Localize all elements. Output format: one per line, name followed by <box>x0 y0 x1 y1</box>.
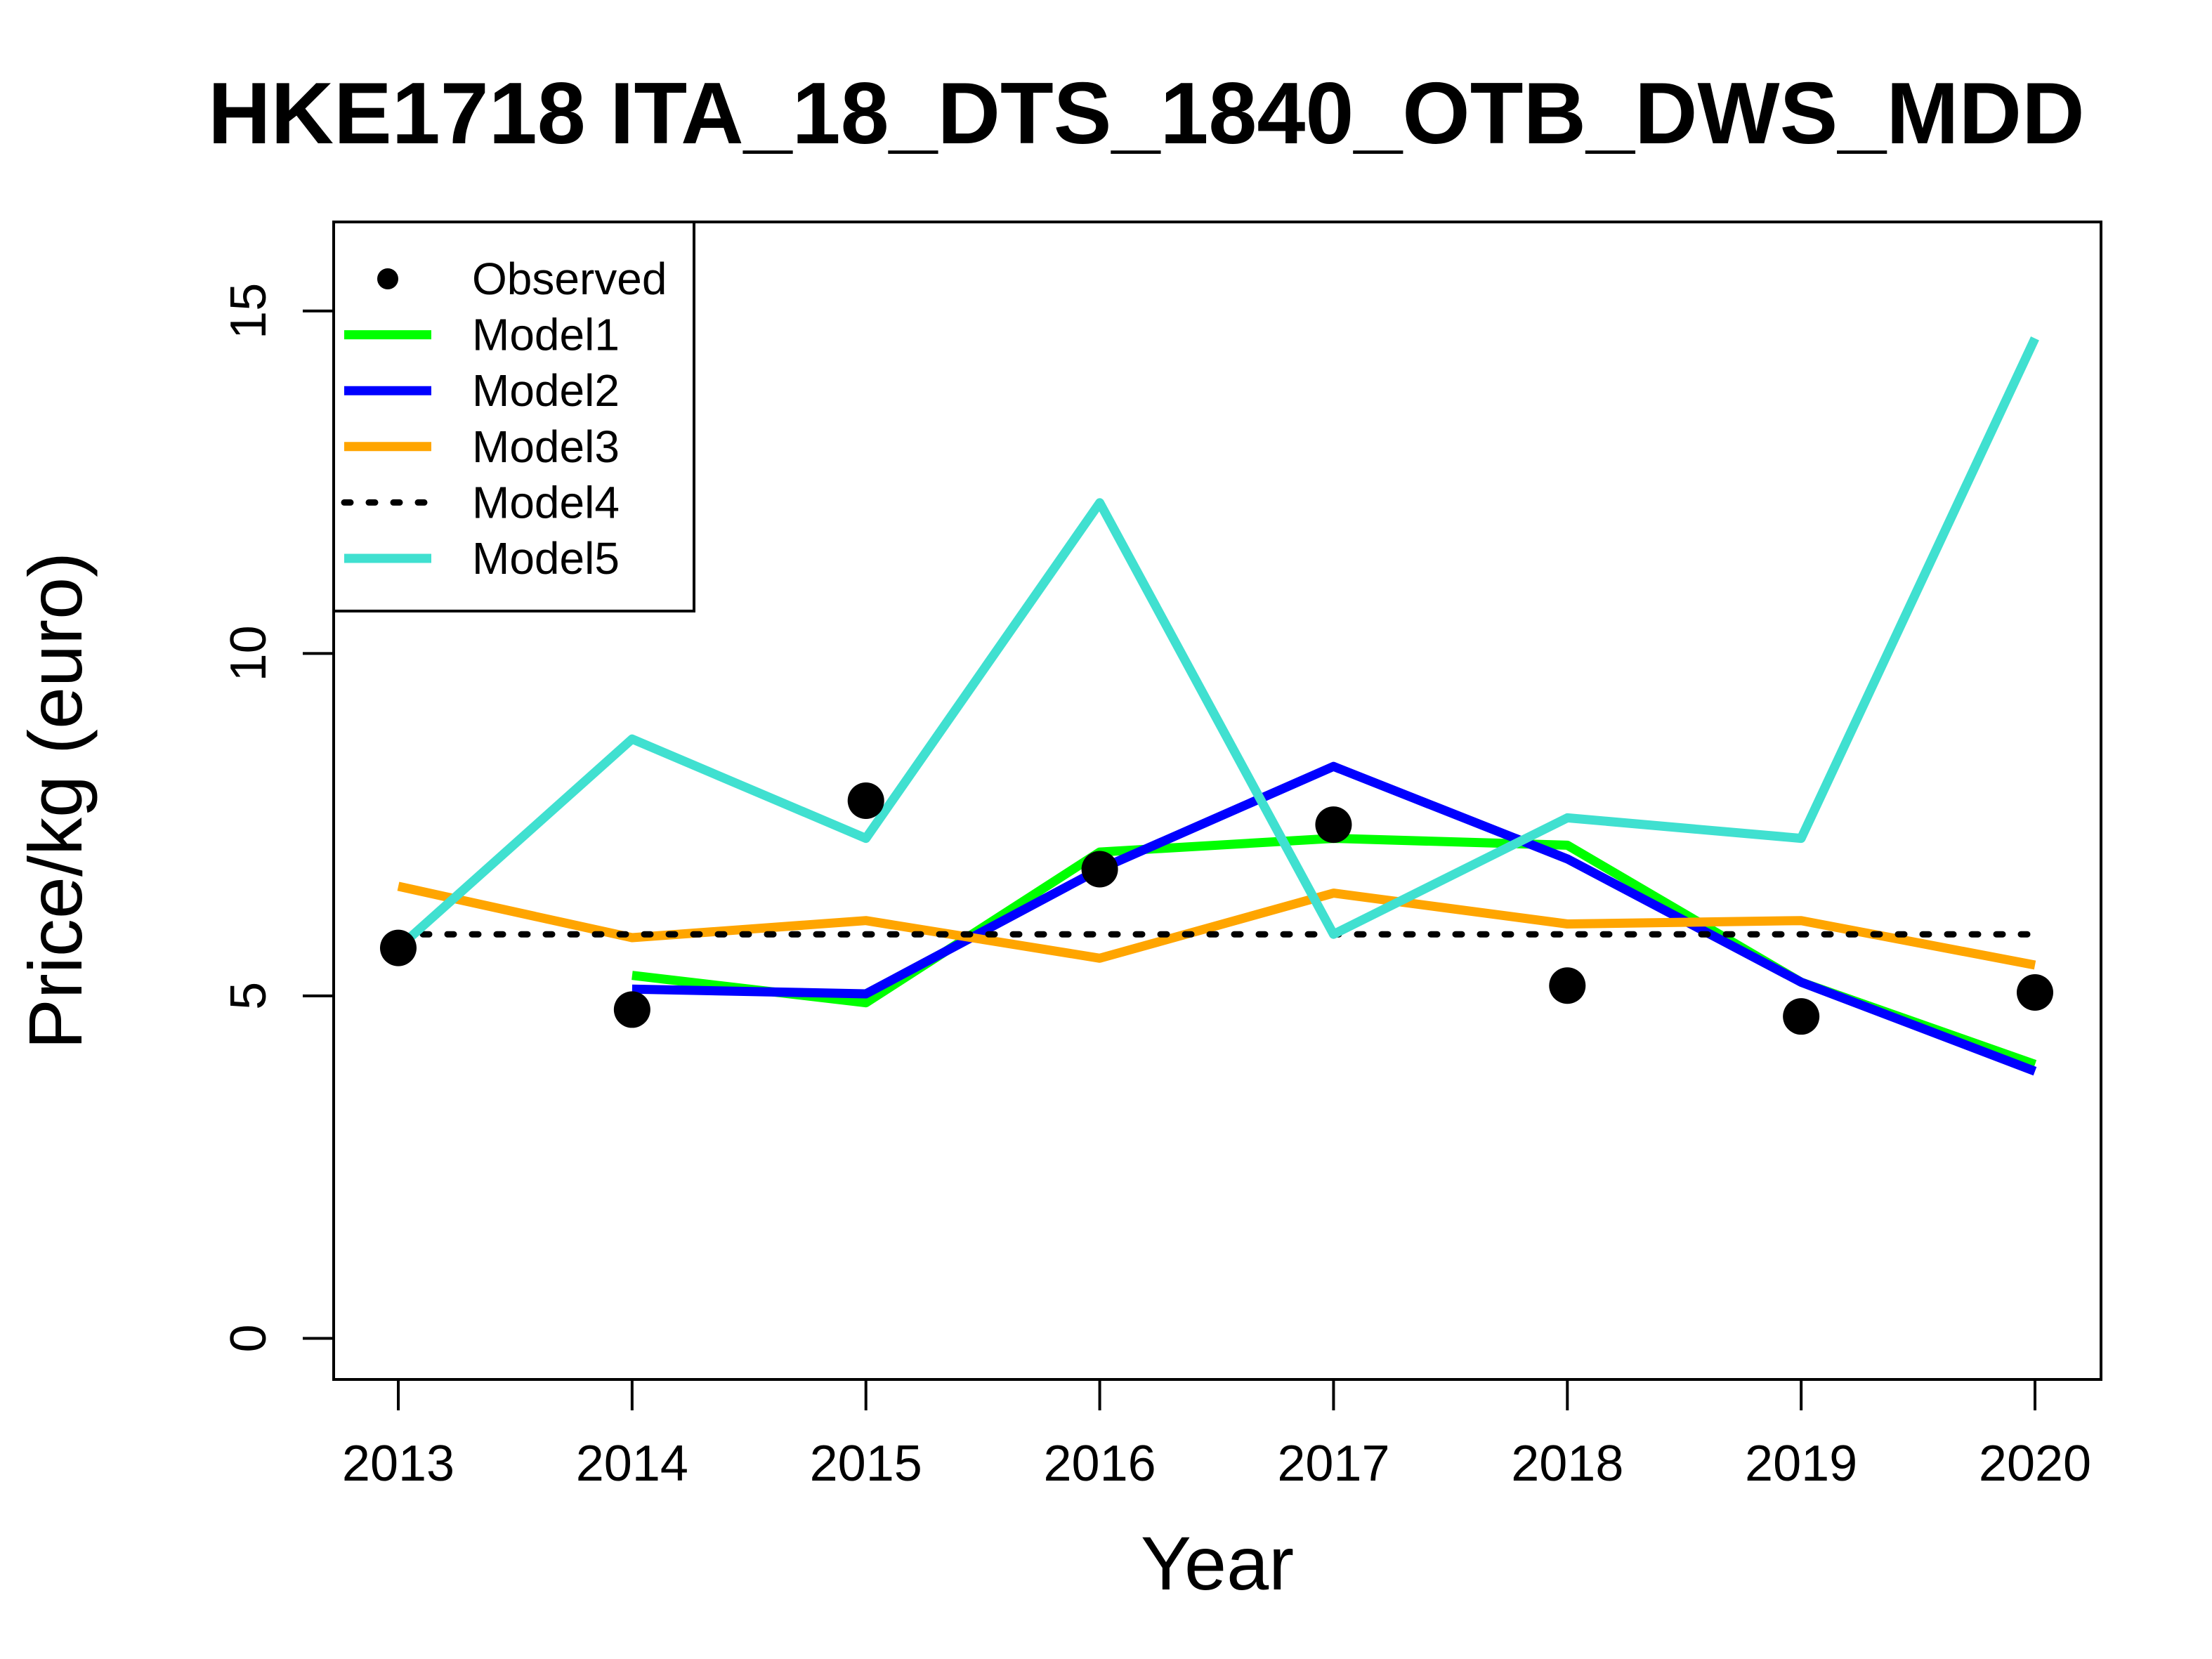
x-tick-label: 2017 <box>1277 1436 1389 1492</box>
x-tick-label: 2013 <box>342 1436 454 1492</box>
y-axis-title: Price/kg (euro) <box>13 552 98 1049</box>
observed-point <box>1549 967 1586 1004</box>
x-tick-label: 2016 <box>1043 1436 1156 1492</box>
legend-label-model5: Model5 <box>472 533 620 584</box>
series-lines <box>395 336 2039 1076</box>
legend-label-observed: Observed <box>472 254 667 304</box>
series-line-model2 <box>631 761 2037 1076</box>
series-line-model1 <box>631 834 2037 1069</box>
x-tick-label: 2019 <box>1745 1436 1857 1492</box>
series-line-model5 <box>395 336 2039 952</box>
y-tick-label: 0 <box>221 1324 277 1352</box>
x-tick-label: 2014 <box>576 1436 688 1492</box>
x-axis-title: Year <box>1141 1521 1294 1606</box>
observed-point <box>380 929 417 966</box>
legend-label-model3: Model3 <box>472 421 620 472</box>
observed-point <box>1081 851 1118 888</box>
x-tick-label: 2015 <box>810 1436 922 1492</box>
chart-title: HKE1718 ITA_18_DTS_1840_OTB_DWS_MDD <box>208 65 2085 162</box>
legend-label-model1: Model1 <box>472 310 620 360</box>
observed-points <box>380 782 2053 1035</box>
observed-point <box>1783 998 1820 1035</box>
observed-point <box>847 782 884 819</box>
legend-symbol-observed <box>377 268 398 289</box>
y-tick-label: 10 <box>221 625 277 681</box>
y-axis: 0 5 10 15 <box>221 283 335 1353</box>
legend-label-model2: Model2 <box>472 365 620 416</box>
series-line-model3 <box>397 881 2036 970</box>
legend-label-model4: Model4 <box>472 477 620 527</box>
x-tick-label: 2020 <box>1979 1436 2091 1492</box>
observed-point <box>613 991 650 1028</box>
x-axis: 2013 2014 2015 2016 2017 2018 2019 2020 <box>342 1378 2091 1492</box>
y-tick-label: 15 <box>221 283 277 339</box>
observed-point <box>2017 974 2053 1011</box>
observed-point <box>1315 806 1352 844</box>
x-tick-label: 2018 <box>1511 1436 1623 1492</box>
y-tick-label: 5 <box>221 982 277 1010</box>
